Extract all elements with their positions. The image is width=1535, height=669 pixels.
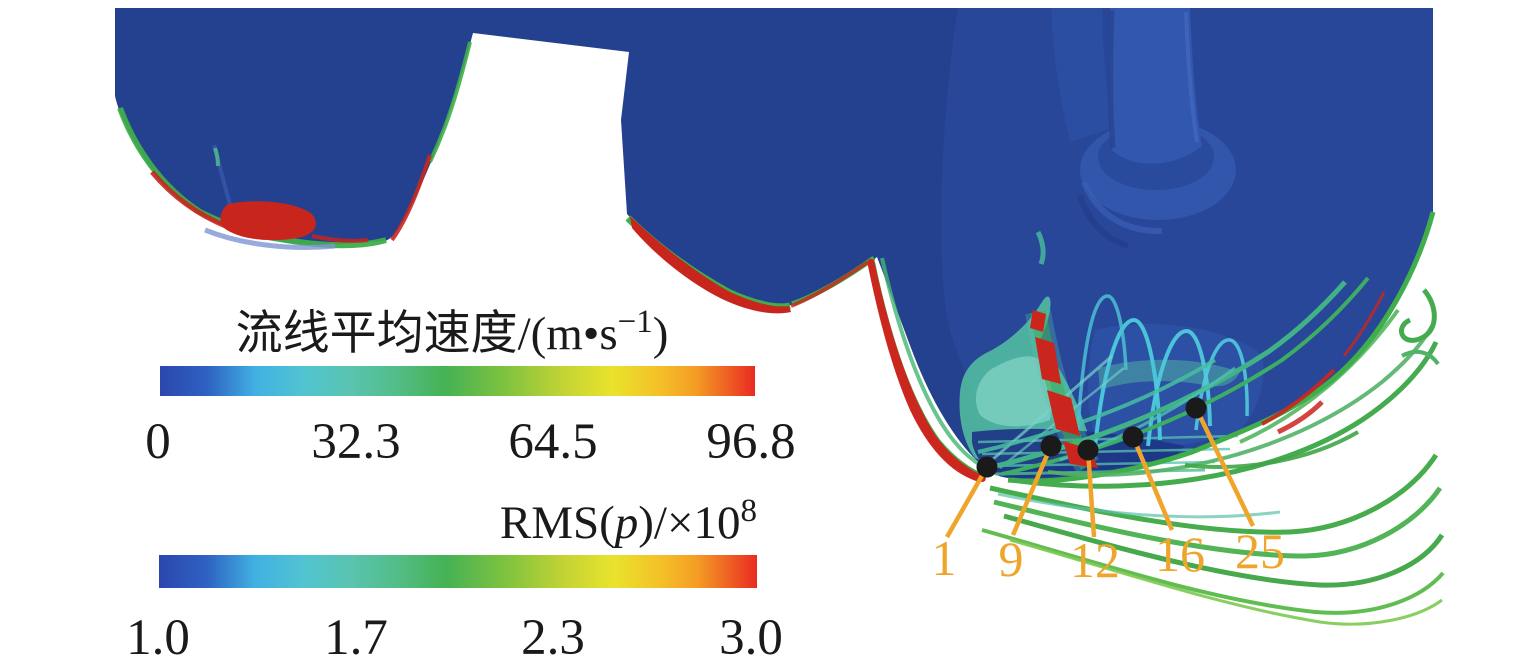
tick-label: 64.5 [508,414,597,470]
tick-label: 1.0 [126,610,190,666]
monitor-point-label: 9 [999,531,1024,587]
fringe-wedge-left [428,41,472,163]
streamline [997,492,1281,519]
streamline [1003,513,1445,588]
monitor-point-9: 9 [999,435,1062,587]
monitor-point-label: 25 [1235,523,1285,579]
leader-line [1130,436,1175,531]
red-fringe-lobe2-right [790,260,870,308]
monitor-point-1: 1 [932,456,998,586]
tick-label: 3.0 [719,610,783,666]
tick-label: 0 [145,414,171,470]
colorbar-rms-title: RMS(p)/×108 [500,493,757,549]
leader-line [1085,449,1097,538]
collar-highlight [1081,180,1163,235]
red-fringe-lobe1-left [150,170,229,230]
back-cylinder [1051,8,1113,142]
collar-shadow [1077,194,1129,249]
leader-line [945,465,989,539]
tick-label: 1.7 [324,610,388,666]
pin-and-collar [1051,8,1236,249]
leader-line [1010,445,1054,536]
pin-right-light [1184,11,1199,143]
monitor-point-25: 25 [1185,397,1285,579]
streamline [1011,340,1439,489]
pin-cylinder [1108,8,1202,164]
monitor-point-dot [976,456,998,478]
colorbar-rms-ticks: 1.0 1.7 2.3 3.0 [126,610,783,666]
monitor-point-dot [1040,435,1062,457]
lobe-boundary-green-tip [213,147,220,167]
red-streak-chunks [1030,310,1098,468]
colorbar-velocity: 流线平均速度/(m•s−1) 0 32.3 64.5 96.8 [145,304,795,470]
medium-blue-zone [1088,324,1264,450]
streamline [1184,430,1360,469]
red-fringe-lobe1-right [311,234,369,243]
red-dash-boundary [1261,368,1336,426]
tick-label: 32.3 [311,414,400,470]
monitor-point-dot [1185,397,1207,419]
pin-left-shade [1108,9,1116,149]
monitor-point-dot [1122,426,1144,448]
red-blob-lobe1 [220,201,316,241]
lightblue-sliver [204,227,336,250]
red-fringe-wedge [390,154,432,242]
colorbar-velocity-title: 流线平均速度/(m•s−1) [236,304,669,360]
tick-label: 2.3 [521,610,585,666]
red-dash-outer [1276,400,1324,435]
teal-dash [1035,230,1046,265]
streamline [1009,538,1443,626]
tick-label: 96.8 [706,414,795,470]
fringe-bottom-right-outer [1239,308,1400,444]
colorbar-velocity-bar [160,366,755,396]
streamline-hook [1399,288,1437,343]
monitor-point-dot [1077,439,1099,461]
monitor-point-label: 16 [1155,526,1205,582]
green-streamlines [981,288,1445,626]
streamline [993,486,1443,559]
seafoam-core [975,356,1052,427]
monitor-point-16: 16 [1122,426,1205,582]
red-crescent-right-lobe [867,258,986,483]
monitoring-points: 1 9 12 16 25 [932,397,1285,588]
monitor-point-12: 12 [1070,439,1120,588]
streamline [981,528,1445,615]
fringe-crescent-inner [880,257,991,472]
fan-line [977,358,1217,454]
streamline-arc [1092,317,1162,459]
colorbar-rms: RMS(p)/×108 1.0 1.7 2.3 3.0 [126,493,783,666]
colorbar-velocity-ticks: 0 32.3 64.5 96.8 [145,414,795,470]
red-dash-boundary [1342,291,1386,357]
colorbar-rms-bar [159,555,757,588]
rotor-right-lobe-shading [941,8,1433,476]
streamline-arc [1076,294,1128,431]
monitor-point-label: 12 [1070,532,1120,588]
leader-line [1193,407,1256,527]
monitor-point-label: 1 [932,530,957,586]
streamline-stub [1401,349,1440,366]
